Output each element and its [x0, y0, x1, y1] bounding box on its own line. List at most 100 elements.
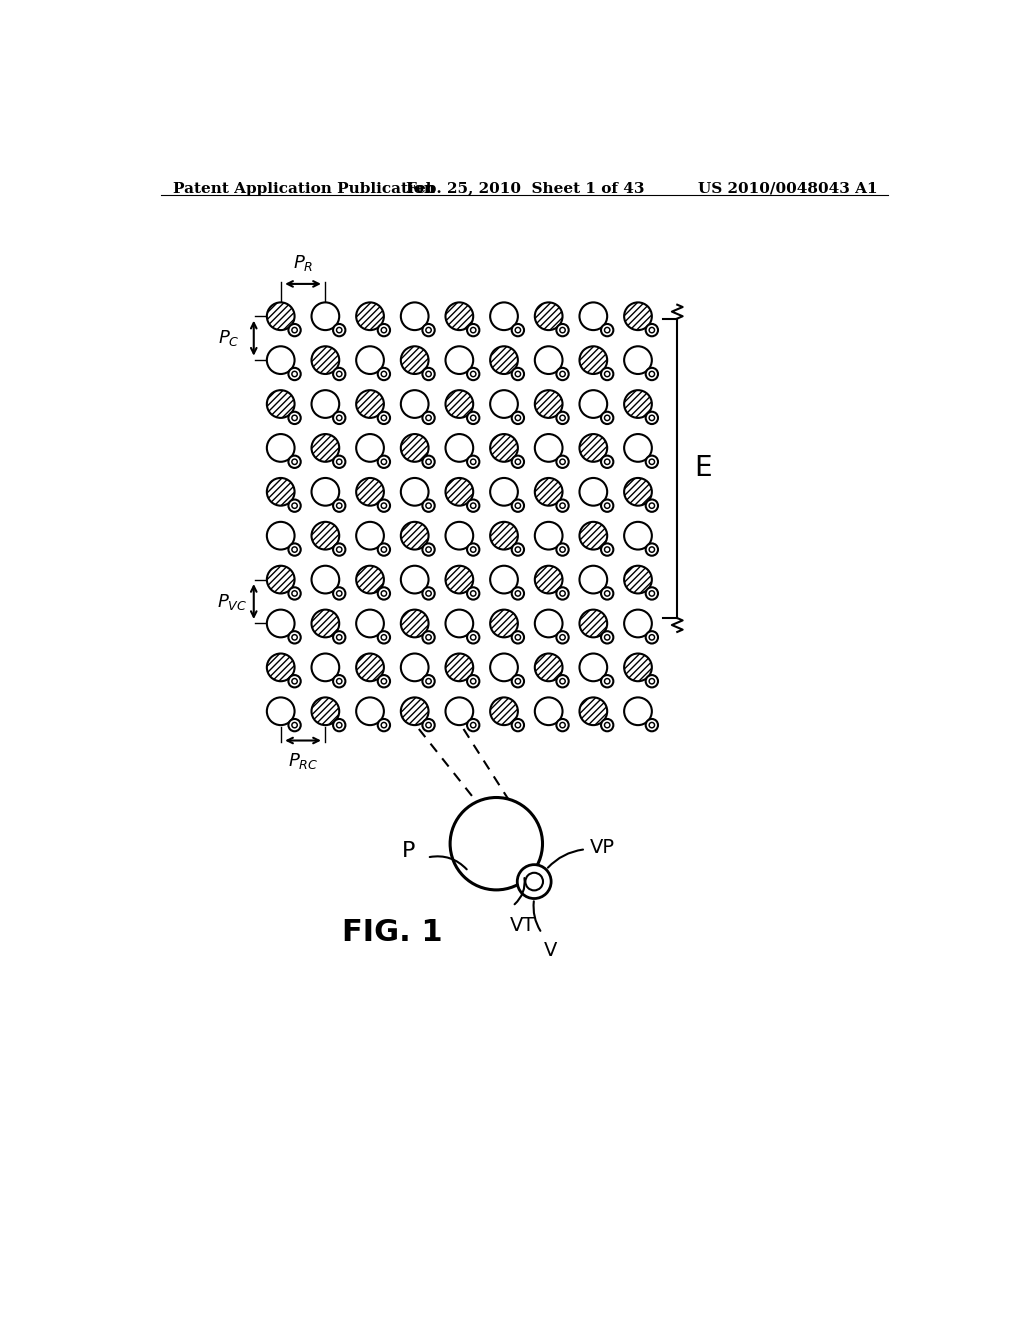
Circle shape	[426, 635, 431, 640]
Circle shape	[604, 591, 610, 597]
Circle shape	[649, 722, 654, 727]
Circle shape	[378, 719, 390, 731]
Circle shape	[381, 678, 387, 684]
Circle shape	[445, 346, 473, 374]
Circle shape	[604, 722, 610, 727]
Text: $P_{VC}$: $P_{VC}$	[217, 591, 248, 611]
Circle shape	[378, 499, 390, 512]
Circle shape	[470, 503, 476, 508]
Circle shape	[646, 544, 658, 556]
Circle shape	[445, 610, 473, 638]
Circle shape	[580, 566, 607, 594]
Circle shape	[292, 635, 297, 640]
Circle shape	[535, 391, 562, 418]
Circle shape	[515, 416, 520, 421]
Circle shape	[649, 327, 654, 333]
Circle shape	[535, 697, 562, 725]
Circle shape	[333, 544, 345, 556]
Circle shape	[267, 566, 295, 594]
Circle shape	[646, 631, 658, 644]
Circle shape	[337, 459, 342, 465]
Circle shape	[515, 546, 520, 552]
Circle shape	[470, 546, 476, 552]
Circle shape	[646, 368, 658, 380]
Circle shape	[311, 697, 339, 725]
Circle shape	[649, 503, 654, 508]
Circle shape	[535, 521, 562, 549]
Circle shape	[556, 412, 568, 424]
Circle shape	[601, 455, 613, 469]
Circle shape	[426, 371, 431, 376]
Circle shape	[422, 455, 435, 469]
Circle shape	[556, 631, 568, 644]
Circle shape	[535, 302, 562, 330]
Circle shape	[646, 719, 658, 731]
Circle shape	[604, 678, 610, 684]
Circle shape	[490, 653, 518, 681]
Circle shape	[337, 678, 342, 684]
Circle shape	[535, 566, 562, 594]
Circle shape	[445, 391, 473, 418]
Circle shape	[625, 478, 652, 506]
Circle shape	[601, 675, 613, 688]
Text: Patent Application Publication: Patent Application Publication	[173, 182, 435, 195]
Circle shape	[311, 346, 339, 374]
Circle shape	[378, 455, 390, 469]
Circle shape	[556, 323, 568, 337]
Circle shape	[490, 521, 518, 549]
Circle shape	[400, 478, 429, 506]
Circle shape	[311, 478, 339, 506]
Circle shape	[378, 631, 390, 644]
Circle shape	[378, 412, 390, 424]
Circle shape	[289, 719, 301, 731]
Circle shape	[560, 371, 565, 376]
Circle shape	[649, 371, 654, 376]
Circle shape	[381, 371, 387, 376]
Circle shape	[311, 610, 339, 638]
Circle shape	[580, 302, 607, 330]
Circle shape	[515, 503, 520, 508]
Circle shape	[604, 327, 610, 333]
Circle shape	[356, 391, 384, 418]
Circle shape	[337, 416, 342, 421]
Circle shape	[601, 631, 613, 644]
Circle shape	[556, 368, 568, 380]
Circle shape	[426, 327, 431, 333]
Circle shape	[267, 610, 295, 638]
Circle shape	[604, 503, 610, 508]
Circle shape	[292, 546, 297, 552]
Circle shape	[311, 653, 339, 681]
Circle shape	[267, 521, 295, 549]
Circle shape	[445, 697, 473, 725]
Circle shape	[649, 416, 654, 421]
Circle shape	[560, 722, 565, 727]
Circle shape	[512, 631, 524, 644]
Circle shape	[649, 459, 654, 465]
Circle shape	[490, 610, 518, 638]
Circle shape	[400, 346, 429, 374]
Circle shape	[426, 591, 431, 597]
Circle shape	[467, 368, 479, 380]
Circle shape	[378, 587, 390, 599]
Circle shape	[378, 368, 390, 380]
Circle shape	[337, 371, 342, 376]
Text: FIG. 1: FIG. 1	[342, 917, 442, 946]
Circle shape	[467, 499, 479, 512]
Circle shape	[422, 675, 435, 688]
Circle shape	[512, 455, 524, 469]
Circle shape	[422, 719, 435, 731]
Circle shape	[381, 327, 387, 333]
Circle shape	[560, 678, 565, 684]
Circle shape	[646, 587, 658, 599]
Circle shape	[560, 591, 565, 597]
Circle shape	[601, 544, 613, 556]
Circle shape	[356, 346, 384, 374]
Circle shape	[470, 327, 476, 333]
Circle shape	[646, 499, 658, 512]
Circle shape	[333, 499, 345, 512]
Circle shape	[356, 521, 384, 549]
Circle shape	[381, 459, 387, 465]
Circle shape	[445, 566, 473, 594]
Circle shape	[422, 412, 435, 424]
Circle shape	[289, 455, 301, 469]
